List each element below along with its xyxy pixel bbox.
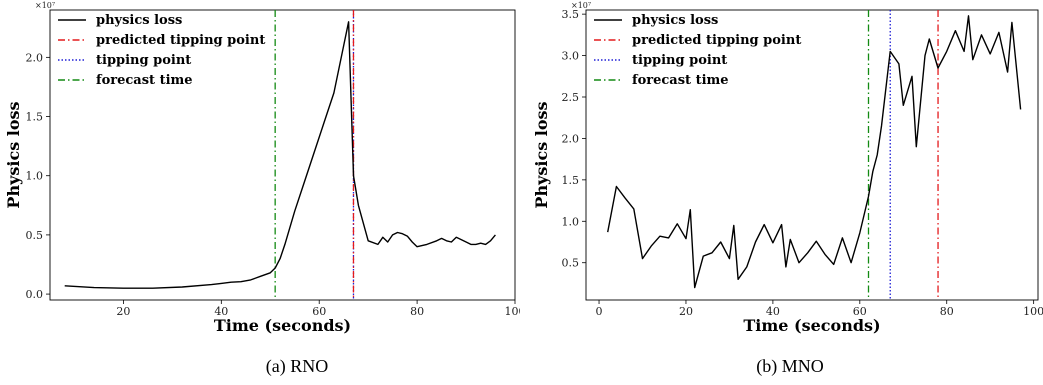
plot-frame bbox=[585, 9, 1039, 301]
legend-label-tipping-point: tipping point bbox=[632, 53, 727, 68]
x-tick-label: 100 bbox=[505, 305, 521, 318]
legend-label-predicted-tipping-point: predicted tipping point bbox=[632, 33, 801, 48]
y-tick-label: 2.0 bbox=[26, 51, 44, 64]
caption-rno: (a) RNO bbox=[265, 356, 329, 376]
y-axis-label: Physics loss bbox=[4, 101, 23, 208]
y-tick-label: 1.0 bbox=[26, 170, 44, 183]
x-axis-label: Time (seconds) bbox=[743, 316, 880, 335]
y-tick-label: 3.0 bbox=[562, 50, 580, 63]
physics-loss-line bbox=[64, 21, 496, 289]
physics-loss-line bbox=[607, 15, 1022, 289]
x-tick-label: 80 bbox=[410, 305, 424, 318]
legend-label-tipping-point: tipping point bbox=[96, 53, 191, 68]
y-tick-label: 3.5 bbox=[562, 8, 580, 21]
caption-mno: (b) MNO bbox=[756, 356, 824, 376]
y-tick-label: 1.5 bbox=[562, 174, 580, 187]
legend-label-forecast-time: forecast time bbox=[96, 73, 193, 88]
legend-label-physics-loss: physics loss bbox=[632, 13, 718, 28]
y-tick-label: 2.5 bbox=[562, 91, 580, 104]
x-tick-label: 20 bbox=[679, 305, 693, 318]
legend-label-predicted-tipping-point: predicted tipping point bbox=[96, 33, 265, 48]
y-tick-label: 0.5 bbox=[562, 257, 580, 270]
x-tick-label: 60 bbox=[312, 305, 326, 318]
x-tick-label: 40 bbox=[214, 305, 228, 318]
x-tick-label: 80 bbox=[940, 305, 954, 318]
plot-frame bbox=[49, 9, 516, 301]
y-exponent-label: ×10⁷ bbox=[571, 1, 591, 10]
y-tick-label: 0.5 bbox=[26, 229, 44, 242]
x-axis-label: Time (seconds) bbox=[214, 316, 351, 335]
legend-label-physics-loss: physics loss bbox=[96, 13, 182, 28]
x-tick-label: 0 bbox=[596, 305, 603, 318]
x-tick-label: 20 bbox=[116, 305, 130, 318]
chart-mno: 0 20 40 60 80 100 0.5 1.0 1.5 2.0 2.5 3.0 3.5×10⁷ Tim… bbox=[532, 1, 1043, 335]
y-tick-label: 1.0 bbox=[562, 215, 580, 228]
x-tick-label: 60 bbox=[853, 305, 867, 318]
legend-label-forecast-time: forecast time bbox=[632, 73, 729, 88]
x-tick-label: 40 bbox=[766, 305, 780, 318]
y-axis-label: Physics loss bbox=[532, 101, 551, 208]
y-tick-label: 0.0 bbox=[26, 288, 44, 301]
y-tick-label: 1.5 bbox=[26, 111, 44, 124]
y-tick-label: 2.0 bbox=[562, 132, 580, 145]
chart-rno: 20 40 60 80 100 0.0 0.5 1.0 1.5 2.0 ×10⁷ Time (seco… bbox=[4, 1, 521, 335]
x-tick-label: 100 bbox=[1023, 305, 1043, 318]
y-exponent-label: ×10⁷ bbox=[35, 1, 55, 10]
